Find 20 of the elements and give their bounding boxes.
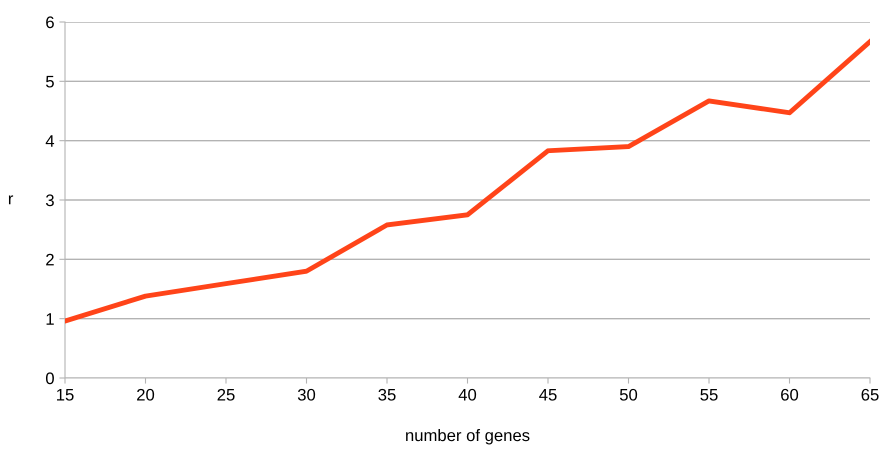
x-tick-label: 30 <box>298 388 316 401</box>
x-tick-label: 65 <box>862 388 879 401</box>
y-tick-label: 6 <box>46 16 54 28</box>
x-tick-label: 20 <box>137 388 154 401</box>
x-tick-label: 55 <box>700 389 718 401</box>
x-tick-label: 15 <box>57 389 74 401</box>
y-tick-label: 5 <box>46 76 54 88</box>
x-tick-label: 40 <box>458 388 476 401</box>
y-axis-title: r <box>8 195 14 204</box>
y-tick-label: 1 <box>46 313 54 325</box>
y-tick-label: 0 <box>46 372 54 384</box>
x-tick-label: 35 <box>378 388 396 401</box>
x-tick-label: 45 <box>539 389 557 401</box>
x-axis-title: number of genes <box>406 428 530 444</box>
y-tick-label: 3 <box>46 194 54 206</box>
y-tick-label: 4 <box>46 135 54 147</box>
x-tick-label: 50 <box>620 388 638 401</box>
x-tick-label: 60 <box>781 388 798 401</box>
x-tick-label: 25 <box>218 388 235 401</box>
y-tick-label: 2 <box>46 254 54 266</box>
